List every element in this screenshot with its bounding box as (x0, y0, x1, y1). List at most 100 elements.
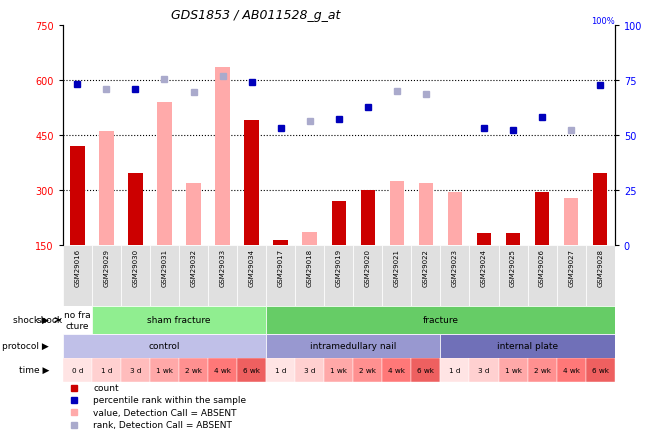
Text: control: control (149, 342, 180, 351)
Bar (477, 233, 491, 245)
Bar (353, 358, 382, 382)
Text: GDS1853 / AB011528_g_at: GDS1853 / AB011528_g_at (171, 9, 340, 22)
Bar (418, 183, 433, 245)
Bar (215, 68, 230, 245)
Bar (150, 245, 179, 306)
Text: internal plate: internal plate (497, 342, 558, 351)
Text: 2 wk: 2 wk (360, 367, 376, 373)
Text: rank, Detection Call = ABSENT: rank, Detection Call = ABSENT (93, 421, 232, 429)
Bar (564, 198, 578, 245)
Bar (469, 358, 498, 382)
Text: 4 wk: 4 wk (389, 367, 405, 373)
Bar (498, 358, 527, 382)
Bar (527, 358, 557, 382)
Bar (63, 334, 266, 358)
Bar (63, 306, 92, 334)
Text: GSM29033: GSM29033 (219, 248, 225, 286)
Text: sham fracture: sham fracture (147, 316, 211, 325)
Bar (157, 103, 172, 245)
Bar (447, 193, 462, 245)
Text: 0 d: 0 d (71, 367, 83, 373)
Text: GSM29024: GSM29024 (481, 248, 487, 286)
Text: GSM29023: GSM29023 (452, 248, 458, 286)
Bar (325, 245, 353, 306)
Bar (506, 233, 520, 245)
Text: percentile rank within the sample: percentile rank within the sample (93, 395, 247, 404)
Bar (128, 174, 143, 245)
Bar (121, 245, 150, 306)
Text: GSM29030: GSM29030 (132, 248, 138, 286)
Bar (63, 358, 92, 382)
Text: shock ▶: shock ▶ (13, 316, 49, 325)
Bar (411, 358, 440, 382)
Bar (586, 245, 615, 306)
Bar (325, 358, 353, 382)
Bar (92, 358, 121, 382)
Bar (557, 245, 586, 306)
Bar (527, 245, 557, 306)
Bar (179, 358, 208, 382)
Text: 3 d: 3 d (130, 367, 141, 373)
Text: GSM29027: GSM29027 (568, 248, 574, 286)
Text: 1 d: 1 d (275, 367, 286, 373)
Text: GSM29032: GSM29032 (190, 248, 196, 286)
Text: count: count (93, 383, 119, 392)
Text: 6 wk: 6 wk (592, 367, 609, 373)
Text: 4 wk: 4 wk (214, 367, 231, 373)
Text: GSM29016: GSM29016 (74, 248, 81, 286)
Text: value, Detection Call = ABSENT: value, Detection Call = ABSENT (93, 408, 237, 417)
Bar (92, 245, 121, 306)
Text: fracture: fracture (422, 316, 459, 325)
Text: GSM29021: GSM29021 (394, 248, 400, 286)
Bar (92, 306, 266, 334)
Bar (498, 245, 527, 306)
Bar (382, 358, 411, 382)
Bar (389, 181, 404, 245)
Text: 6 wk: 6 wk (417, 367, 434, 373)
Text: 4 wk: 4 wk (563, 367, 580, 373)
Bar (469, 245, 498, 306)
Bar (557, 358, 586, 382)
Bar (63, 245, 92, 306)
Text: GSM29017: GSM29017 (278, 248, 284, 286)
Bar (266, 245, 295, 306)
Text: 3 d: 3 d (304, 367, 315, 373)
Text: GSM29034: GSM29034 (249, 248, 254, 286)
Text: 1 wk: 1 wk (156, 367, 173, 373)
Bar (245, 121, 259, 245)
Text: GSM29022: GSM29022 (423, 248, 429, 286)
Text: 100%: 100% (591, 17, 615, 26)
Bar (99, 132, 114, 245)
Bar (186, 183, 201, 245)
Bar (586, 358, 615, 382)
Bar (360, 191, 375, 245)
Bar (593, 174, 607, 245)
Text: 1 d: 1 d (100, 367, 112, 373)
Bar (237, 245, 266, 306)
Text: GSM29019: GSM29019 (336, 248, 342, 286)
Bar (266, 334, 440, 358)
Text: GSM29028: GSM29028 (597, 248, 603, 286)
Bar (353, 245, 382, 306)
Bar (70, 147, 85, 245)
Text: 1 d: 1 d (449, 367, 461, 373)
Bar (303, 233, 317, 245)
Bar (274, 240, 288, 245)
Text: GSM29018: GSM29018 (307, 248, 313, 286)
Text: GSM29020: GSM29020 (365, 248, 371, 286)
Text: protocol ▶: protocol ▶ (2, 342, 49, 351)
Bar (440, 245, 469, 306)
Bar (411, 245, 440, 306)
Bar (332, 201, 346, 245)
Bar (208, 245, 237, 306)
Bar (266, 358, 295, 382)
Bar (295, 358, 325, 382)
Text: GSM29029: GSM29029 (103, 248, 109, 286)
Bar (266, 306, 615, 334)
Text: GSM29031: GSM29031 (161, 248, 167, 286)
Bar (382, 245, 411, 306)
Text: 6 wk: 6 wk (243, 367, 260, 373)
Bar (295, 245, 325, 306)
Bar (208, 358, 237, 382)
Bar (440, 334, 615, 358)
